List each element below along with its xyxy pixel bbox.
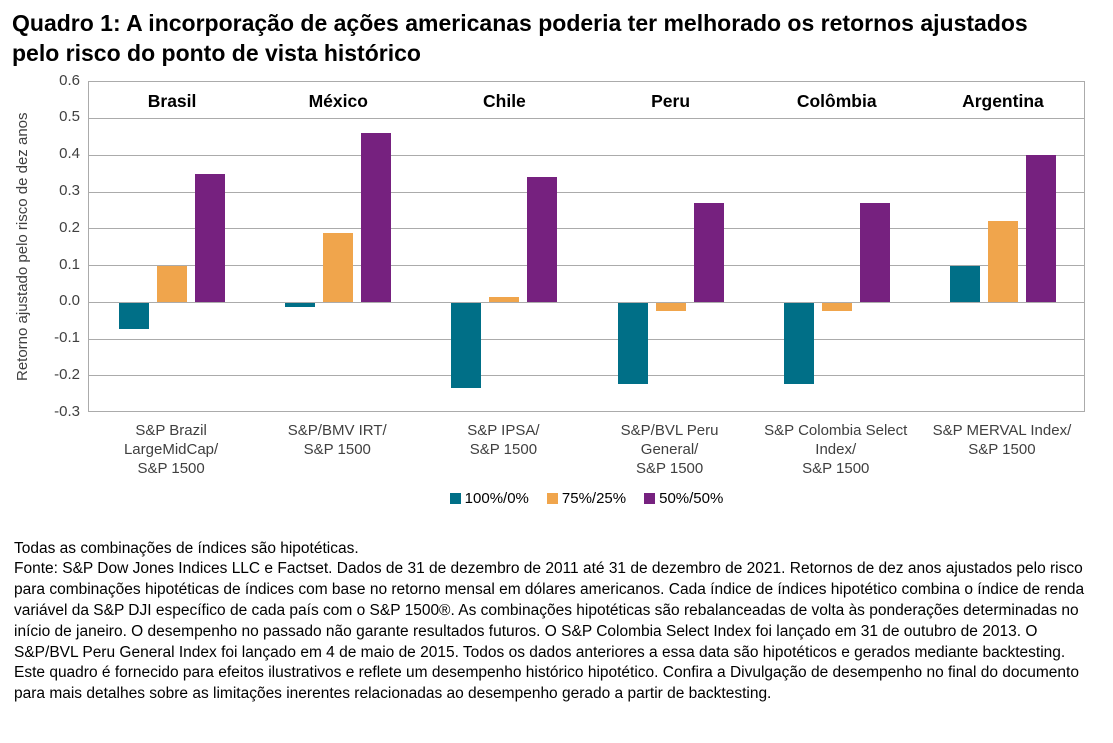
plot-area: Brasil México Chile Peru Colômbia Argentina [88,80,1086,412]
y-tick-label: 0.5 [59,108,80,126]
gridline [89,338,1084,340]
legend: 100%/0% 75%/25% 50%/50% [88,490,1085,507]
bar-50-50-brasil [195,173,226,303]
country-label-m-xico: México [308,90,368,111]
country-label-chile: Chile [483,90,526,111]
legend-item-50-50: 50%/50% [644,490,723,507]
bar-100-0-chile [451,303,482,388]
bar-50-50-col-mbia [859,203,890,303]
bar-50-50-peru [693,203,724,303]
bar-75-25-peru [655,303,686,311]
bar-50-50-argentina [1025,155,1056,303]
bar-group-argentina: Argentina [920,82,1086,411]
y-tick-label: 0.1 [59,255,80,273]
bar-100-0-argentina [949,265,980,303]
y-tick-label: -0.3 [54,402,80,420]
footnote-source: Fonte: S&P Dow Jones Indices LLC e Facts… [14,560,1085,703]
gridline [89,301,1084,303]
bar-group-chile: Chile [421,82,587,411]
country-label-col-mbia: Colômbia [796,90,877,111]
bar-group-brasil: Brasil [89,82,255,411]
bar-chart: Retorno ajustado pelo risco de dez anos … [0,71,1113,522]
bar-group-peru: Peru [588,82,754,411]
bar-100-0-col-mbia [783,303,814,385]
country-label-brasil: Brasil [147,90,197,111]
y-tick-label: 0.3 [59,182,80,200]
bar-group-col-mbia: Colômbia [754,82,920,411]
legend-label: 50%/50% [659,489,724,507]
y-axis: 0.6 0.5 0.4 0.3 0.2 0.1 0.0 -0.1 -0.2 -0.3 [0,71,80,522]
bar-75-25-argentina [987,221,1018,303]
bar-50-50-chile [527,177,558,303]
gridline [89,117,1084,119]
bar-100-0-peru [617,303,648,385]
bar-75-25-chile [489,296,520,303]
gridline [89,228,1084,230]
legend-swatch-75-25 [546,492,558,504]
gridline [89,154,1084,156]
y-tick-label: 0.2 [59,218,80,236]
country-label-peru: Peru [651,90,691,111]
legend-swatch-100-0 [449,492,461,504]
bar-group-m-xico: México [255,82,421,411]
bar-100-0-m-xico [285,303,316,308]
y-tick-label: -0.2 [54,365,80,383]
legend-item-75-25: 75%/25% [546,489,627,507]
legend-item-100-0: 100%/0% [449,489,529,507]
bar-75-25-col-mbia [821,303,852,311]
legend-swatch-50-50 [644,492,656,504]
x-axis-label-col-mbia: S&P Colombia Select Index/ S&P 1500 [764,421,908,477]
y-tick-label: 0.6 [59,71,80,89]
x-axis-label-brasil: S&P Brazil LargeMidCap/ S&P 1500 [123,421,219,477]
legend-label: 75%/25% [561,489,627,507]
x-axis-label-peru: S&P/BVL Peru General/ S&P 1500 [620,421,719,477]
y-tick-label: 0.0 [59,292,80,310]
bar-75-25-brasil [157,265,188,303]
legend-label: 100%/0% [464,489,529,507]
gridline [89,375,1084,377]
x-axis-label-argentina: S&P MERVAL Index/ S&P 1500 [932,421,1072,458]
gridline [89,265,1084,267]
footnote: Todas as combinações de índices são hipo… [14,539,1099,705]
chart-title: Quadro 1: A incorporação de ações americ… [12,10,1028,67]
bar-75-25-m-xico [323,232,354,303]
bar-100-0-brasil [119,303,150,330]
country-label-argentina: Argentina [962,90,1044,111]
gridline [89,191,1084,193]
x-axis: S&P Brazil LargeMidCap/ S&P 1500 S&P/BMV … [88,421,1085,491]
x-axis-label-chile: S&P IPSA/ S&P 1500 [467,421,540,458]
footnote-hypothetical-note: Todas as combinações de índices são hipo… [14,539,359,557]
bar-50-50-m-xico [361,133,392,303]
y-tick-label: 0.4 [59,145,80,163]
y-tick-label: -0.1 [54,329,80,347]
x-axis-label-m-xico: S&P/BMV IRT/ S&P 1500 [287,421,387,458]
